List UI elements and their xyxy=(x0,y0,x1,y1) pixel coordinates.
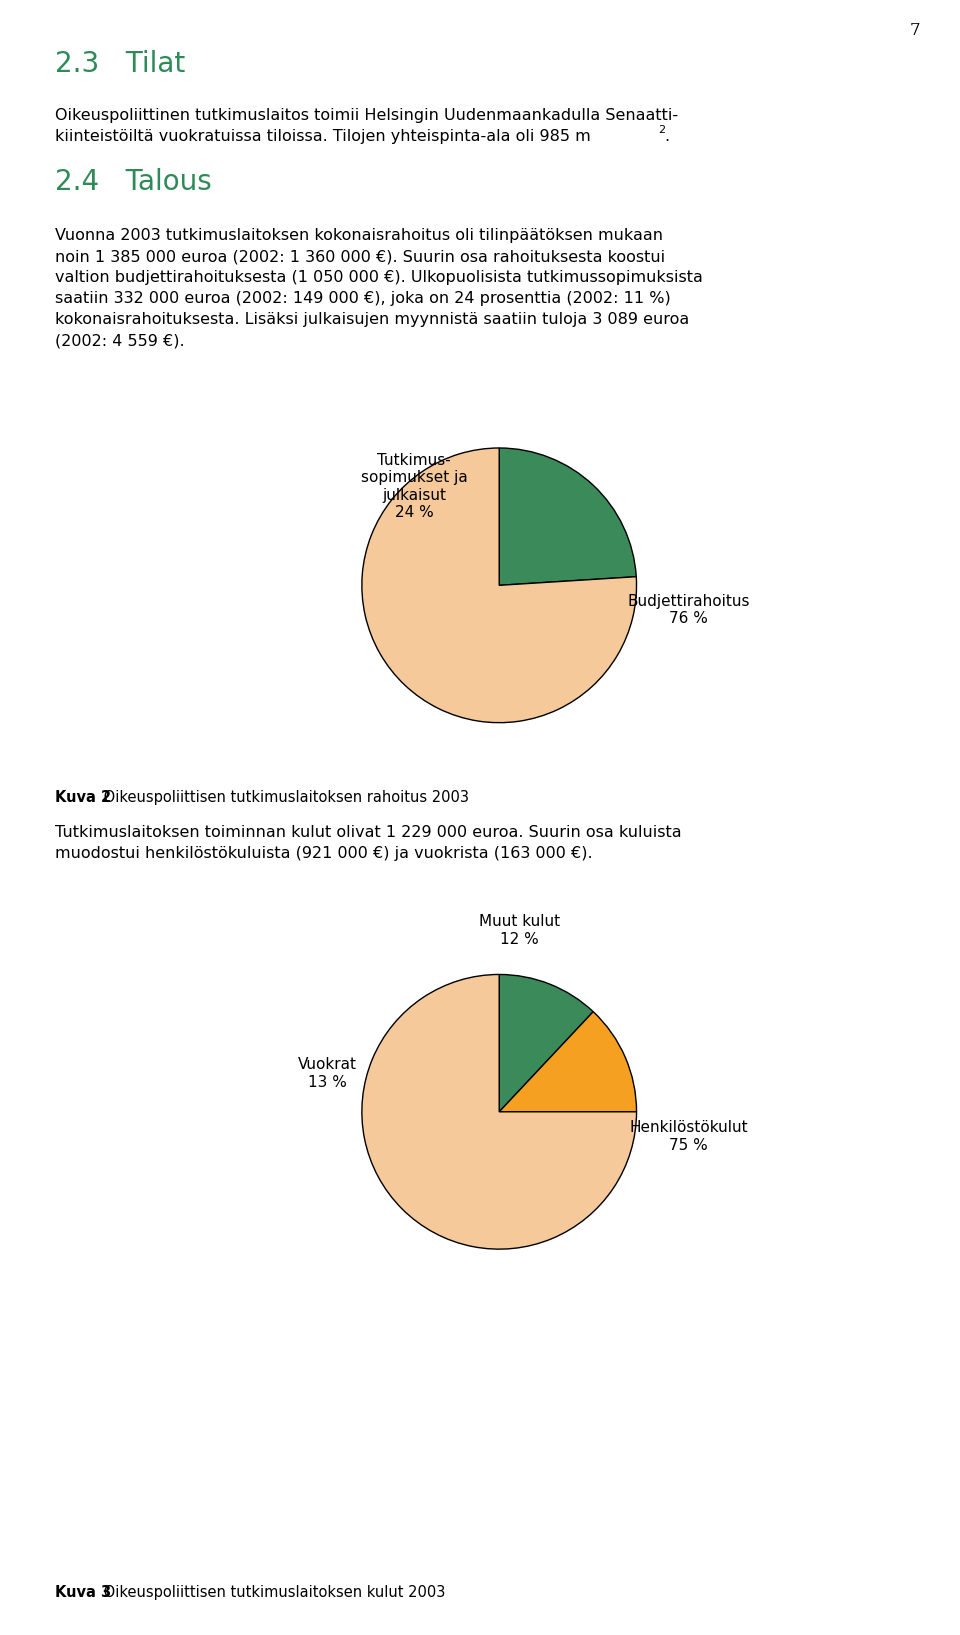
Text: Oikeuspoliittisen tutkimuslaitoksen kulut 2003: Oikeuspoliittisen tutkimuslaitoksen kulu… xyxy=(99,1584,445,1601)
Text: Oikeuspoliittisen tutkimuslaitoksen rahoitus 2003: Oikeuspoliittisen tutkimuslaitoksen raho… xyxy=(99,790,469,804)
Wedge shape xyxy=(499,1012,636,1112)
Text: Oikeuspoliittinen tutkimuslaitos toimii Helsingin Uudenmaankadulla Senaatti-: Oikeuspoliittinen tutkimuslaitos toimii … xyxy=(55,108,678,123)
Text: 2.3   Tilat: 2.3 Tilat xyxy=(55,51,185,78)
Text: Kuva 2: Kuva 2 xyxy=(55,790,111,804)
Wedge shape xyxy=(362,448,636,723)
Text: Tutkimuslaitoksen toiminnan kulut olivat 1 229 000 euroa. Suurin osa kuluista: Tutkimuslaitoksen toiminnan kulut olivat… xyxy=(55,826,682,840)
Text: Vuonna 2003 tutkimuslaitoksen kokonaisrahoitus oli tilinpäätöksen mukaan: Vuonna 2003 tutkimuslaitoksen kokonaisra… xyxy=(55,227,663,244)
Text: Budjettirahoitus
76 %: Budjettirahoitus 76 % xyxy=(628,594,750,626)
Wedge shape xyxy=(499,448,636,585)
Wedge shape xyxy=(362,974,636,1249)
Text: 2.4   Talous: 2.4 Talous xyxy=(55,168,212,196)
Text: saatiin 332 000 euroa (2002: 149 000 €), joka on 24 prosenttia (2002: 11 %): saatiin 332 000 euroa (2002: 149 000 €),… xyxy=(55,291,671,306)
Text: 7: 7 xyxy=(909,21,920,39)
Text: .: . xyxy=(664,129,669,144)
Text: 2: 2 xyxy=(658,124,665,136)
Text: noin 1 385 000 euroa (2002: 1 360 000 €). Suurin osa rahoituksesta koostui: noin 1 385 000 euroa (2002: 1 360 000 €)… xyxy=(55,249,665,263)
Text: Tutkimus-
sopimukset ja
julkaisut
24 %: Tutkimus- sopimukset ja julkaisut 24 % xyxy=(361,453,468,520)
Text: Vuokrat
13 %: Vuokrat 13 % xyxy=(298,1058,357,1089)
Text: Muut kulut
12 %: Muut kulut 12 % xyxy=(479,914,561,947)
Wedge shape xyxy=(499,974,593,1112)
Text: kokonaisrahoituksesta. Lisäksi julkaisujen myynnistä saatiin tuloja 3 089 euroa: kokonaisrahoituksesta. Lisäksi julkaisuj… xyxy=(55,312,689,327)
Text: Henkilöstökulut
75 %: Henkilöstökulut 75 % xyxy=(630,1120,748,1153)
Text: (2002: 4 559 €).: (2002: 4 559 €). xyxy=(55,334,184,348)
Text: muodostui henkilöstökuluista (921 000 €) ja vuokrista (163 000 €).: muodostui henkilöstökuluista (921 000 €)… xyxy=(55,845,592,862)
Text: Kuva 3: Kuva 3 xyxy=(55,1584,111,1601)
Text: valtion budjettirahoituksesta (1 050 000 €). Ulkopuolisista tutkimussopimuksista: valtion budjettirahoituksesta (1 050 000… xyxy=(55,270,703,284)
Text: kiinteistöiltä vuokratuissa tiloissa. Tilojen yhteispinta-ala oli 985 m: kiinteistöiltä vuokratuissa tiloissa. Ti… xyxy=(55,129,590,144)
